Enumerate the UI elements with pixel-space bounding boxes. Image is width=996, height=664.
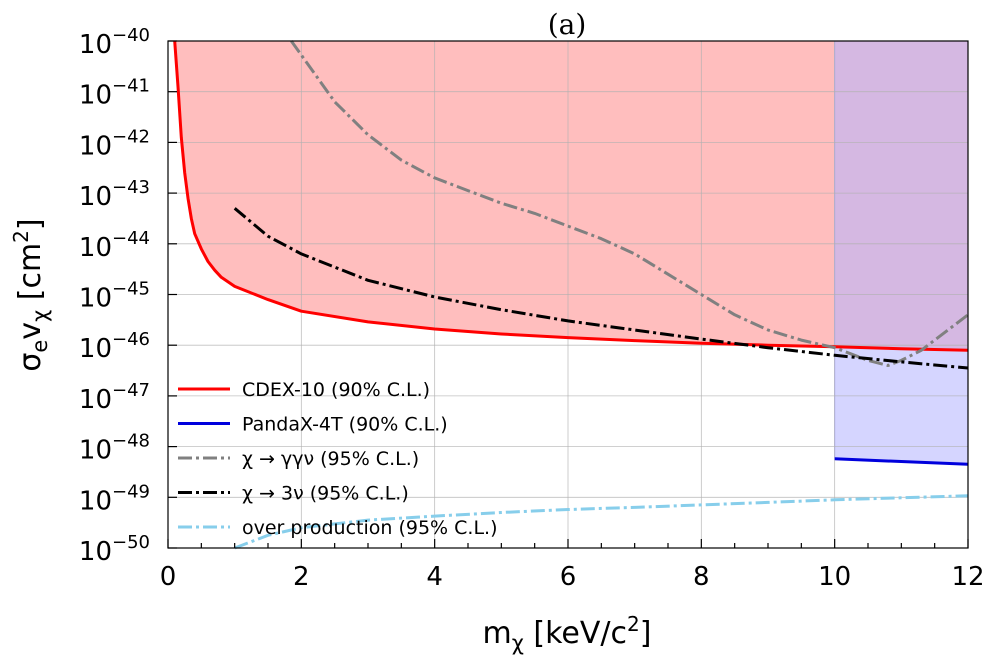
x-tick-label: 12 [951,562,984,592]
y-axis-label: σevχ [cm2] [9,218,52,371]
y-tick-label: 10−42 [79,126,150,161]
y-tick-label: 10−45 [79,279,150,314]
y-tick-label: 10−43 [79,177,150,212]
axis-ticks: 0 2 4 6 8 10 12 10−40 10−41 10−42 10−43 10−44 10−45 1… [79,25,985,592]
y-tick-label: 10−50 [79,532,150,567]
legend: CDEX-10 (90% C.L.) PandaX-4T (90% C.L.) χ … [178,379,498,539]
series-line-0 [173,40,969,352]
legend-label-1: PandaX-4T (90% C.L.) [242,414,448,436]
x-tick-label: 2 [293,562,310,592]
legend-label-0: CDEX-10 (90% C.L.) [242,379,430,401]
legend-label-3: χ → 3ν (95% C.L.) [242,483,409,505]
y-tick-label: 10−49 [79,481,150,516]
series-line-4 [234,494,969,550]
fill-region-1 [834,41,968,465]
series-lines [173,40,969,550]
exclusion-fills [174,41,968,465]
y-tick-label: 10−48 [79,431,150,466]
x-tick-label: 4 [426,562,443,592]
y-tick-label: 10−41 [79,76,150,111]
y-tick-label: 10−44 [79,228,150,263]
x-tick-label: 6 [560,562,577,592]
x-tick-label: 0 [160,562,177,592]
legend-label-2: χ → γγν (95% C.L.) [242,448,419,470]
series-line-2 [290,40,969,367]
x-axis-label: mχ [keV/c2] [483,612,652,655]
x-tick-label: 8 [693,562,710,592]
y-tick-label: 10−46 [79,329,150,364]
y-tick-label: 10−40 [79,25,150,60]
series-line-3 [233,207,969,370]
fill-region-0 [174,41,968,351]
x-tick-label: 10 [818,562,851,592]
series-line-1 [834,457,969,466]
y-tick-label: 10−47 [79,380,150,415]
chart-title: (a) [548,8,587,41]
legend-label-4: over production (95% C.L.) [242,517,498,539]
